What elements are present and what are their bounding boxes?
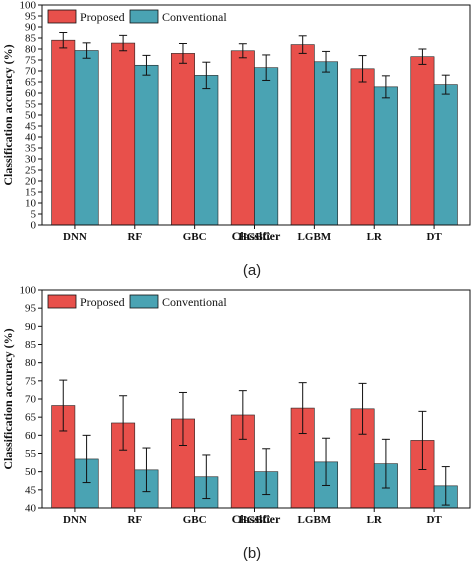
y-tick-label: 100 xyxy=(20,0,37,12)
chart-b-legend-proposed-swatch xyxy=(47,294,77,309)
y-tick-label: 95 xyxy=(25,11,37,23)
y-tick-label: 65 xyxy=(25,412,37,424)
y-tick-label: 60 xyxy=(25,88,37,100)
y-tick-label: 65 xyxy=(25,77,37,89)
chart-a-error-bars xyxy=(59,32,450,99)
chart-a: 0510152025303540455055606570758085909510… xyxy=(1,0,471,279)
bar-proposed-rf xyxy=(111,42,136,226)
y-tick-label: 20 xyxy=(25,176,37,188)
chart-a-bars xyxy=(51,39,458,226)
chart-b-legend-proposed-label: Proposed xyxy=(80,295,125,309)
y-tick-label: 100 xyxy=(20,285,37,297)
chart-b-error-bars xyxy=(59,379,450,506)
chart-b-legend-conventional-swatch xyxy=(129,294,159,309)
y-tick-label: 85 xyxy=(25,33,37,45)
chart-a-legend-conventional-swatch xyxy=(129,9,159,24)
y-tick-label: 80 xyxy=(25,357,37,369)
y-tick-label: 50 xyxy=(25,466,37,478)
bar-proposed-lgbm xyxy=(290,44,315,226)
chart-b-legend-conventional-label: Conventional xyxy=(162,295,227,309)
chart-a-caption: (a) xyxy=(243,262,261,279)
chart-a-x-tick-labels: DNN RF GBC HGBC LGBM LR DT xyxy=(63,225,442,243)
x-tick-label-lgbm: LGBM xyxy=(298,231,332,243)
x-tick-label-gbc: GBC xyxy=(183,514,207,526)
x-tick-label-lgbm: LGBM xyxy=(298,514,332,526)
y-tick-label: 60 xyxy=(25,430,37,442)
bar-conventional-dt xyxy=(433,84,458,226)
y-tick-label: 25 xyxy=(25,165,37,177)
chart-a-y-axis-label: Classification accuracy (%) xyxy=(1,44,15,185)
y-tick-label: 50 xyxy=(25,110,37,122)
y-tick-label: 45 xyxy=(25,484,37,496)
chart-b-bars xyxy=(51,405,458,509)
bar-conventional-rf xyxy=(134,64,159,226)
bar-proposed-gbc xyxy=(170,53,195,226)
y-tick-label: 55 xyxy=(25,448,37,460)
chart-b-x-tick-labels: DNN RF GBC HGBC LGBM LR DT xyxy=(63,508,442,526)
chart-a-legend-conventional-label: Conventional xyxy=(162,10,227,24)
y-tick-label: 75 xyxy=(25,375,37,387)
y-tick-label: 35 xyxy=(25,143,37,155)
y-tick-label: 30 xyxy=(25,154,37,166)
x-tick-label-hgbc: HGBC xyxy=(238,231,270,243)
x-tick-label-dt: DT xyxy=(426,514,442,526)
y-tick-label: 70 xyxy=(25,394,37,406)
y-tick-label: 15 xyxy=(25,187,37,199)
y-tick-label: 95 xyxy=(25,303,37,315)
y-tick-label: 90 xyxy=(25,22,37,34)
chart-a-legend-proposed-label: Proposed xyxy=(80,10,125,24)
bar-proposed-dt xyxy=(410,56,435,226)
x-tick-label-rf: RF xyxy=(127,231,142,243)
bar-proposed-lr xyxy=(350,68,375,226)
y-tick-label: 75 xyxy=(25,55,37,67)
y-tick-label: 10 xyxy=(25,198,37,210)
x-tick-label-hgbc: HGBC xyxy=(238,514,270,526)
x-tick-label-dnn: DNN xyxy=(63,514,87,526)
bar-proposed-hgbc xyxy=(230,50,255,226)
y-tick-label: 40 xyxy=(25,132,37,144)
bar-conventional-gbc xyxy=(194,75,219,226)
chart-b: 40 45 50 55 60 65 70 75 80 85 90 95 100 DNN RF GBC HGBC… xyxy=(1,285,471,562)
bar-conventional-dnn xyxy=(74,50,99,226)
bar-conventional-lr xyxy=(373,86,398,226)
x-tick-label-lr: LR xyxy=(367,231,383,243)
chart-b-y-axis-label: Classification accuracy (%) xyxy=(1,328,15,469)
x-tick-label-dnn: DNN xyxy=(63,231,87,243)
y-tick-label: 5 xyxy=(31,209,37,221)
x-tick-label-lr: LR xyxy=(367,514,383,526)
x-tick-label-rf: RF xyxy=(127,514,142,526)
chart-b-caption: (b) xyxy=(243,545,261,562)
y-tick-label: 85 xyxy=(25,339,37,351)
x-tick-label-dt: DT xyxy=(426,231,442,243)
x-tick-label-gbc: GBC xyxy=(183,231,207,243)
bar-conventional-lgbm xyxy=(314,61,339,226)
chart-b-x-axis-label: Classifier xyxy=(232,512,281,526)
bar-conventional-hgbc xyxy=(254,67,279,226)
chart-a-x-axis-label: Classifier xyxy=(232,229,281,243)
chart-b-legend: Proposed Conventional xyxy=(47,294,227,309)
y-tick-label: 40 xyxy=(25,503,37,515)
y-tick-label: 80 xyxy=(25,44,37,56)
y-tick-label: 70 xyxy=(25,66,37,78)
bar-proposed-dnn xyxy=(51,39,76,226)
chart-a-y-ticks: 0510152025303540455055606570758085909510… xyxy=(20,0,42,232)
chart-a-legend: Proposed Conventional xyxy=(47,9,227,24)
y-tick-label: 0 xyxy=(31,220,37,232)
y-tick-label: 55 xyxy=(25,99,37,111)
y-tick-label: 45 xyxy=(25,121,37,133)
chart-b-y-ticks: 40 45 50 55 60 65 70 75 80 85 90 95 100 xyxy=(20,285,42,515)
chart-a-legend-proposed-swatch xyxy=(47,9,77,24)
y-tick-label: 90 xyxy=(25,321,37,333)
